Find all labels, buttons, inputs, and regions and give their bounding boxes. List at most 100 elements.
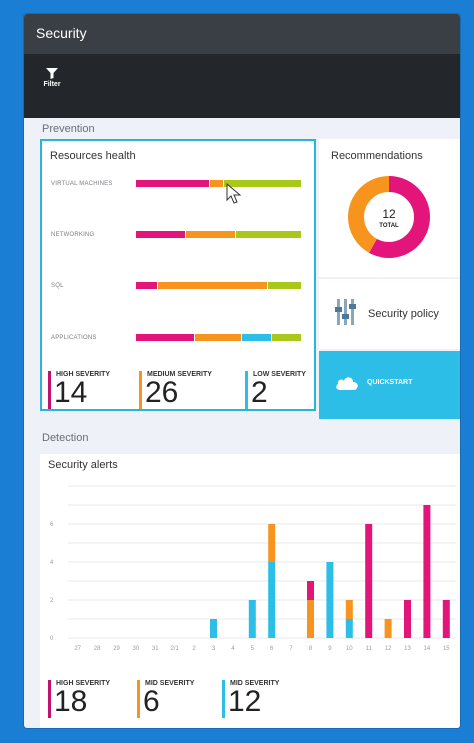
y-tick-label: 2 xyxy=(50,598,54,604)
security-policy-label: Security policy xyxy=(368,308,439,320)
x-tick-label: 31 xyxy=(152,646,159,652)
health-bar-segment xyxy=(224,180,301,187)
resources-health-title: Resources health xyxy=(50,150,136,162)
x-tick-label: 15 xyxy=(443,646,450,652)
chart-bar[interactable] xyxy=(326,562,334,638)
x-tick-label: 9 xyxy=(328,646,332,652)
row-label-sql: SQL xyxy=(51,283,64,289)
x-tick-label: 5 xyxy=(251,646,255,652)
health-bar-applications[interactable] xyxy=(136,334,302,341)
health-bar-segment xyxy=(268,282,301,289)
quickstart-tile[interactable]: QUICKSTART xyxy=(319,351,460,419)
security-alerts-title: Security alerts xyxy=(48,459,118,471)
health-bar-segment xyxy=(136,180,210,187)
health-bar-segment xyxy=(136,231,185,238)
x-tick-label: 3 xyxy=(212,646,216,652)
recommendations-title: Recommendations xyxy=(331,150,423,162)
high-severity-label: HIGH SEVERITY xyxy=(56,371,111,378)
security-alerts-tile[interactable]: Security alerts 0 2 4 6 27 28 29 30 31 2/1 2 3 4 5 6 7… xyxy=(40,454,460,728)
alerts-mid-severity-2-marker xyxy=(222,680,225,718)
x-tick-label: 8 xyxy=(309,646,313,652)
cloud-icon xyxy=(336,377,358,390)
health-bar-sql[interactable] xyxy=(136,282,302,289)
chart-bar[interactable] xyxy=(384,619,392,638)
quickstart-label: QUICKSTART xyxy=(367,379,413,386)
mouse-cursor-icon xyxy=(226,183,242,204)
alerts-high-severity-label: HIGH SEVERITY xyxy=(56,680,111,687)
chart-bar[interactable] xyxy=(442,600,450,638)
medium-severity-label: MEDIUM SEVERITY xyxy=(147,371,212,378)
x-tick-label: 12 xyxy=(385,646,392,652)
health-bar-segment xyxy=(241,334,271,341)
sliders-icon xyxy=(335,299,356,325)
prevention-section-label: Prevention xyxy=(42,123,95,135)
low-severity-label: LOW SEVERITY xyxy=(253,371,306,378)
row-label-applications: APPLICATIONS xyxy=(51,335,97,341)
chart-bar[interactable] xyxy=(307,600,314,638)
alerts-mid-severity-label: MID SEVERITY xyxy=(145,680,195,687)
row-label-virtual-machines: VIRTUAL MACHINES xyxy=(51,181,113,187)
alerts-mid-severity-count: 6 xyxy=(143,685,160,718)
chart-bar[interactable] xyxy=(345,619,353,638)
medium-severity-count: 26 xyxy=(145,376,179,409)
health-bar-segment xyxy=(195,334,241,341)
health-bar-segment xyxy=(185,231,235,238)
health-bar-segment xyxy=(210,180,224,187)
health-bar-segment xyxy=(271,334,301,341)
chart-bar[interactable] xyxy=(365,524,373,638)
health-bar-segment xyxy=(158,282,268,289)
health-bar-networking[interactable] xyxy=(136,231,302,238)
alerts-mid-severity-2-label: MID SEVERITY xyxy=(230,680,280,687)
filter-label: Filter xyxy=(43,81,61,88)
donut-total-label: TOTAL xyxy=(379,223,399,229)
chart-bar[interactable] xyxy=(268,562,276,638)
chart-bar[interactable] xyxy=(423,505,431,638)
x-tick-label: 13 xyxy=(404,646,411,652)
recommendations-donut[interactable]: 12 TOTAL xyxy=(347,175,431,259)
toolbar: Filter xyxy=(24,54,460,118)
x-tick-label: 11 xyxy=(366,646,373,652)
row-label-networking: NETWORKING xyxy=(51,232,95,238)
filter-button[interactable]: Filter xyxy=(36,68,68,98)
x-tick-label: 14 xyxy=(424,646,431,652)
x-tick-label: 28 xyxy=(94,646,101,652)
y-tick-label: 6 xyxy=(50,522,54,528)
health-bar-segment xyxy=(136,334,195,341)
security-blade: Security Filter Prevention Resources hea… xyxy=(24,14,460,728)
chart-bar[interactable] xyxy=(248,600,256,638)
recommendations-tile[interactable]: Recommendations 12 TOTAL xyxy=(319,139,460,277)
alerts-high-severity-marker xyxy=(48,680,51,718)
blade-title: Security xyxy=(24,14,460,54)
x-tick-label: 7 xyxy=(289,646,293,652)
high-severity-marker xyxy=(48,371,51,409)
low-severity-count: 2 xyxy=(251,376,268,409)
filter-icon xyxy=(46,68,58,79)
alerts-mid-severity-2-count: 12 xyxy=(228,685,262,718)
alerts-mid-severity-marker xyxy=(137,680,140,718)
chart-bar[interactable] xyxy=(345,600,353,619)
x-tick-label: 4 xyxy=(231,646,235,652)
x-tick-label: 27 xyxy=(74,646,81,652)
health-bar-virtual-machines[interactable] xyxy=(136,180,302,187)
low-severity-marker xyxy=(245,371,248,409)
chart-bar[interactable] xyxy=(307,581,314,600)
x-tick-label: 30 xyxy=(133,646,140,652)
health-bar-segment xyxy=(235,231,302,238)
resources-health-tile[interactable]: Resources health VIRTUAL MACHINES NETWOR… xyxy=(40,139,316,411)
y-tick-label: 4 xyxy=(50,560,54,566)
donut-total-value: 12 xyxy=(382,207,396,221)
x-tick-label: 2 xyxy=(192,646,196,652)
high-severity-count: 14 xyxy=(54,376,88,409)
medium-severity-marker xyxy=(139,371,142,409)
x-tick-label: 2/1 xyxy=(171,646,180,652)
donut-slice[interactable] xyxy=(348,176,430,258)
chart-bar[interactable] xyxy=(268,524,276,562)
detection-section-label: Detection xyxy=(42,432,89,444)
x-tick-label: 10 xyxy=(346,646,353,652)
alerts-high-severity-count: 18 xyxy=(54,685,88,718)
chart-bar[interactable] xyxy=(404,600,411,638)
security-alerts-chart[interactable]: 0 2 4 6 27 28 29 30 31 2/1 2 3 4 5 6 7 8 9 10 11 12 13 14 15 xyxy=(40,482,460,674)
health-bar-segment xyxy=(136,282,158,289)
security-policy-tile[interactable]: Security policy xyxy=(319,279,460,349)
chart-bar[interactable] xyxy=(210,619,217,638)
